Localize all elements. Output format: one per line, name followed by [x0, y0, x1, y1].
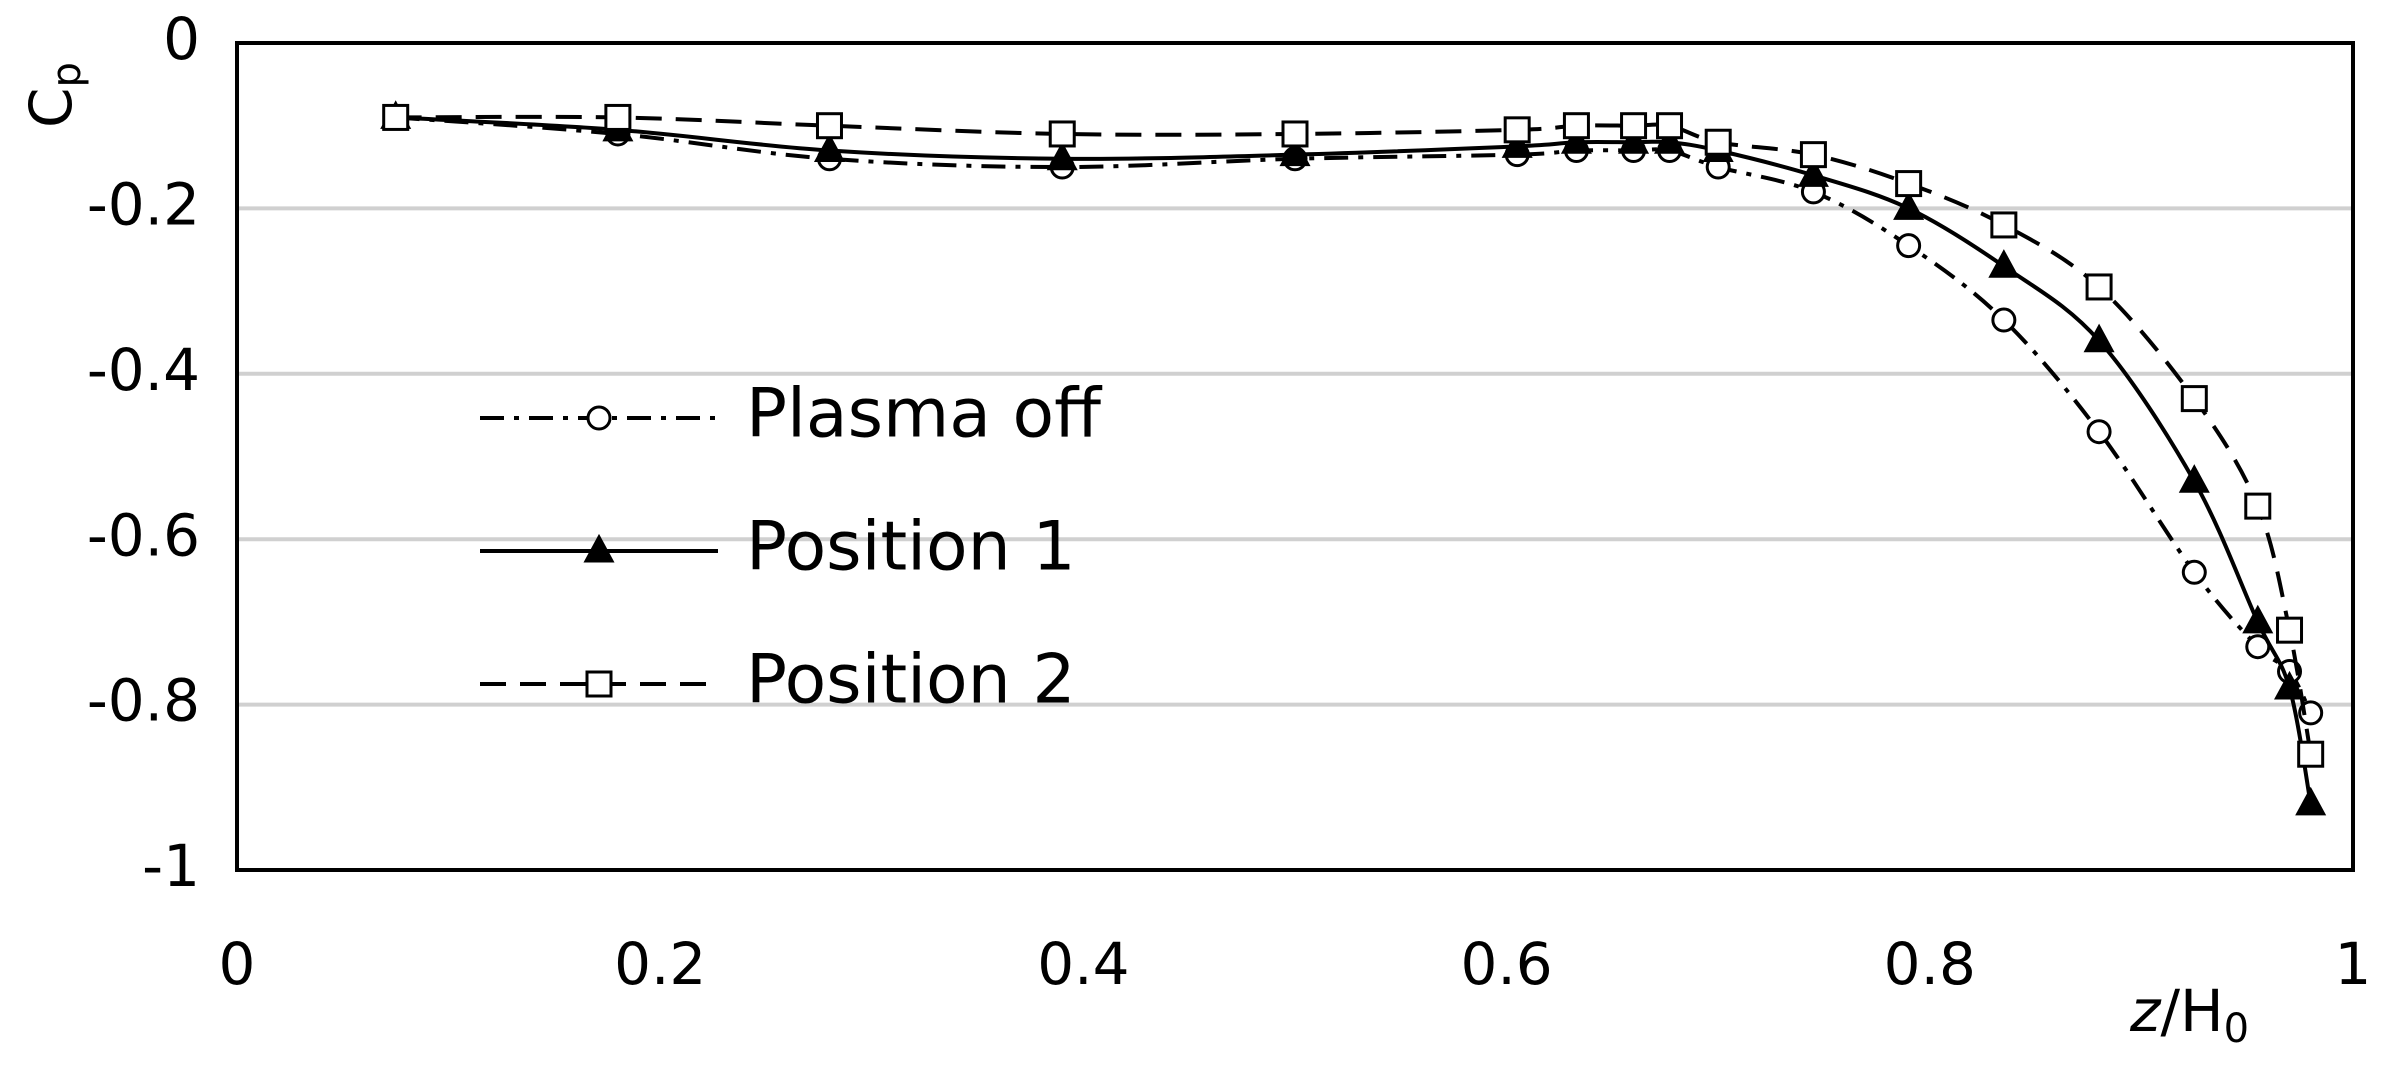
data-point — [2274, 670, 2306, 700]
data-point — [2085, 273, 2113, 301]
data-point — [1654, 125, 1686, 154]
data-point — [1797, 158, 1829, 187]
data-point — [1281, 120, 1309, 148]
x-label-sub: 0 — [2224, 1006, 2249, 1052]
data-point — [1501, 129, 1533, 158]
data-point — [1896, 233, 1922, 259]
y-tick-label: 0 — [163, 5, 200, 73]
data-point — [604, 103, 632, 131]
series-line — [395, 115, 2313, 714]
x-tick-label: 0.2 — [614, 930, 706, 998]
x-axis-label: z/H0 — [2129, 977, 2249, 1052]
data-point — [2295, 786, 2327, 816]
data-point — [1990, 211, 2018, 239]
data-point — [813, 133, 845, 163]
y-tick-label: -1 — [142, 832, 200, 900]
legend-label: Plasma off — [746, 375, 1103, 454]
legend-label: Position 2 — [746, 641, 1076, 720]
legend-marker — [586, 405, 612, 431]
data-point — [1895, 170, 1923, 198]
data-point — [1560, 125, 1592, 154]
data-point — [1799, 141, 1827, 169]
y-tick-label: -0.2 — [87, 171, 200, 239]
data-point — [2242, 604, 2274, 634]
legend-marker — [583, 533, 615, 563]
data-point — [1048, 120, 1076, 148]
data-point — [815, 112, 843, 140]
x-tick-label: 1 — [2335, 930, 2372, 998]
data-point — [1279, 137, 1311, 167]
series-line — [395, 114, 2313, 755]
data-point — [1503, 116, 1531, 144]
x-tick-label: 0.8 — [1884, 930, 1976, 998]
x-label-main: /H — [2160, 977, 2223, 1045]
y-tick-label: -0.8 — [87, 667, 200, 735]
data-point — [1620, 112, 1648, 140]
legend-marker — [585, 670, 613, 698]
data-point — [2180, 385, 2208, 413]
data-point — [1704, 128, 1732, 156]
data-point — [2083, 323, 2115, 353]
data-point — [2178, 464, 2210, 493]
data-point — [1991, 307, 2017, 333]
data-point — [1562, 112, 1590, 140]
y-tick-label: -0.4 — [87, 336, 200, 404]
y-axis-label: Cp — [17, 62, 90, 128]
data-point — [2181, 559, 2207, 585]
legend-label: Position 1 — [746, 508, 1076, 587]
x-label-italic: z — [2129, 977, 2162, 1045]
series-line — [395, 115, 2313, 805]
y-tick-label: -0.6 — [87, 501, 200, 569]
x-tick-label: 0.4 — [1037, 930, 1129, 998]
data-point — [1656, 112, 1684, 140]
y-label-sub: p — [44, 62, 90, 87]
plot-frame — [235, 41, 2355, 872]
data-point — [1893, 191, 1925, 220]
data-point — [382, 103, 410, 131]
data-point — [2244, 492, 2272, 520]
data-point — [1988, 249, 2020, 278]
data-point — [1046, 141, 1078, 171]
data-point — [2276, 616, 2304, 644]
x-tick-label: 0.6 — [1460, 930, 1552, 998]
x-tick-label: 0 — [219, 930, 256, 998]
data-point — [2086, 419, 2112, 445]
data-point — [2297, 740, 2325, 768]
data-point — [1618, 125, 1650, 154]
y-label-main: C — [17, 87, 85, 128]
